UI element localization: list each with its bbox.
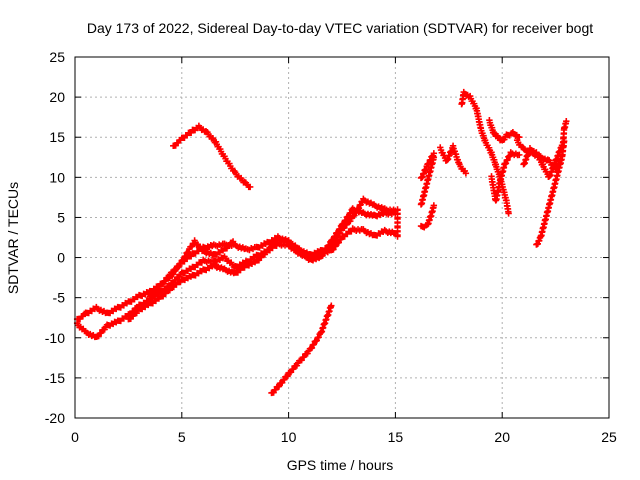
point-marker [73,225,399,341]
y-tick-label: -10 [45,330,65,346]
x-tick-label: 5 [178,429,186,445]
series-arc-16 [520,142,566,181]
data-points [73,88,570,397]
point-marker [417,150,438,182]
x-tick-label: 25 [601,429,617,445]
series-arc-7 [394,206,401,240]
x-tick-label: 15 [388,429,404,445]
series-arc-1 [73,237,237,323]
plot-frame [74,56,610,419]
y-tick-label: -20 [45,410,65,426]
y-tick-labels: -20 -15 -10 -5 0 5 10 15 20 25 [45,49,65,426]
point-marker [170,122,254,191]
y-tick-label: 20 [49,89,65,105]
point-marker [146,205,399,300]
series-arc-3 [125,195,399,323]
x-tick-label: 0 [71,429,79,445]
series-arc-9 [417,154,438,208]
point-marker [520,142,566,181]
y-axis-label: SDTVAR / TECUs [5,182,21,294]
x-tick-label: 10 [281,429,297,445]
point-marker [73,237,237,323]
series-arc-2 [73,225,399,341]
y-tick-label: 0 [57,250,65,266]
axis-ticks [74,56,610,419]
point-marker [417,154,438,208]
x-tick-label: 20 [494,429,510,445]
chart-title: Day 173 of 2022, Sidereal Day-to-day VTE… [87,20,593,36]
point-marker [268,302,335,397]
series-arc-11 [437,142,470,177]
series-arc-8 [417,202,438,231]
series-arc-12 [458,88,512,217]
x-axis-label: GPS time / hours [287,457,394,473]
point-marker [458,88,512,217]
y-tick-label: 15 [49,129,65,145]
series-arc-4 [146,205,399,300]
series-arc-14 [488,149,523,204]
series-arc-5 [170,122,254,191]
series-arc-13 [486,116,523,144]
y-tick-label: 25 [49,49,65,65]
y-tick-label: -15 [45,370,65,386]
point-marker [488,149,523,204]
y-tick-label: 10 [49,169,65,185]
point-marker [125,195,399,323]
x-tick-labels: 0 5 10 15 20 25 [71,429,617,445]
point-marker [417,202,438,231]
series-arc-10 [417,150,438,182]
y-tick-label: 5 [57,209,65,225]
point-marker [533,138,568,248]
point-marker [437,142,470,177]
y-tick-label: -5 [53,290,66,306]
series-arc-6 [268,302,335,397]
point-marker [394,206,401,240]
point-marker [486,116,523,144]
series-arc-17 [533,138,568,248]
